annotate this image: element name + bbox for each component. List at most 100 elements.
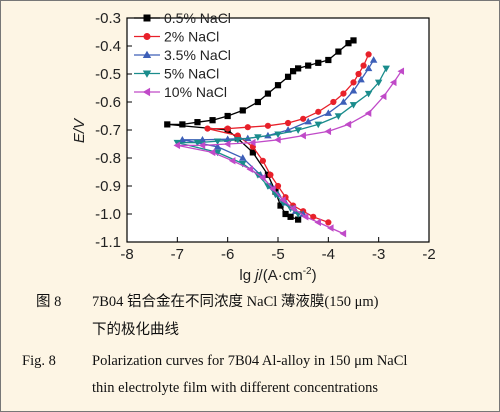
data-point [274,136,281,144]
data-point [198,141,206,150]
data-point [355,70,362,78]
data-point [369,56,378,63]
data-point [269,185,276,193]
data-point [294,127,302,134]
data-point [208,148,216,157]
data-point [259,173,266,182]
legend-label: 2% NaCl [164,29,219,45]
data-point [339,229,347,238]
data-point [397,67,405,75]
data-point [344,120,352,129]
data-point [389,78,397,87]
data-point [295,65,302,72]
data-point [249,138,256,147]
data-point [264,90,272,97]
data-point [239,107,246,114]
series-1 [204,51,372,226]
legend-label: 3.5% NaCl [164,47,231,63]
data-point [374,79,383,87]
data-point [246,165,254,173]
data-point [349,102,358,109]
data-point [364,90,373,98]
y-tick-label: -0.5 [95,66,121,83]
data-point [315,59,322,66]
data-point [324,109,333,116]
data-point [299,131,306,140]
data-point [360,62,367,69]
caption-en-label: Fig. 8 [22,353,56,369]
caption-en-text2: thin electrolyte film with different con… [92,380,379,396]
data-point [228,157,236,165]
data-point [334,113,343,120]
x-tick-label: -7 [171,246,184,263]
data-point [284,119,292,127]
data-point [274,182,282,190]
data-point [364,109,372,117]
data-point [340,90,347,97]
legend-label: 10% NaCl [164,84,227,100]
data-point [284,73,292,80]
polarization-chart: -8 -7 -6 -5 -4 -3 -2 -0.3 -0.4 -0.5 -0.6 -0.7 -0.8 -0… [71,10,436,284]
data-point [289,204,296,213]
legend-marker [142,70,152,78]
x-tick-label: -6 [221,246,234,263]
y-tick-label: -0.3 [95,10,121,27]
caption-en-text1: Polarization curves for 7B04 Al-alloy in… [92,353,408,369]
x-axis-title-variable: j [253,267,259,284]
data-point [267,171,274,178]
x-tick-label: -8 [120,246,133,263]
data-point [239,154,247,161]
legend: 0.5% NaCl 2% NaCl 3.5% NaCl 5% NaCl 10% NaCl [134,10,231,100]
data-point [315,108,322,115]
data-point [357,75,365,83]
y-axis-title: E/V [71,117,88,143]
data-point [327,224,334,232]
x-axis-title: lg j/(A·cm-2) [239,266,316,284]
data-point [239,160,247,168]
data-point [244,124,251,131]
data-point [164,121,171,128]
data-point [301,213,309,221]
data-point [193,139,202,147]
legend-marker [143,32,151,40]
data-point [254,98,261,106]
data-point [213,138,222,146]
data-point [264,122,272,129]
x-tick-label: -3 [372,246,385,263]
x-tick-label: -4 [322,246,335,263]
data-point [259,157,267,164]
data-point [173,141,181,150]
data-point [335,48,342,55]
caption-cn-text1: 7B04 铝合金在不同浓度 NaCl 薄液膜(150 μm) [92,294,379,310]
data-point [213,142,222,150]
data-point [350,79,357,86]
legend-marker [142,87,151,97]
data-point [194,119,201,126]
data-point [325,56,332,64]
data-point [305,62,312,69]
data-point [314,121,323,129]
x-axis-title-superscript: -2 [303,266,312,277]
y-tick-label: -1.0 [95,206,121,223]
data-point [233,137,242,144]
caption-cn-label: 图 8 [36,294,62,310]
data-point [224,112,231,120]
data-point [350,37,357,44]
data-point [204,125,211,132]
data-point [364,64,373,72]
data-point [287,213,294,220]
data-point [382,65,390,73]
data-point [209,117,216,124]
data-point [224,125,231,132]
data-point [223,140,231,148]
data-point [379,92,387,101]
y-tick-label: -0.9 [95,178,121,195]
data-point [365,51,372,58]
data-point [304,117,312,125]
data-point [300,115,307,122]
y-tick-label: -0.6 [95,94,121,111]
x-axis-title-main: lg [239,267,255,284]
series-4 [173,67,405,238]
data-point [279,196,286,204]
y-tick-label: -0.4 [95,38,121,55]
